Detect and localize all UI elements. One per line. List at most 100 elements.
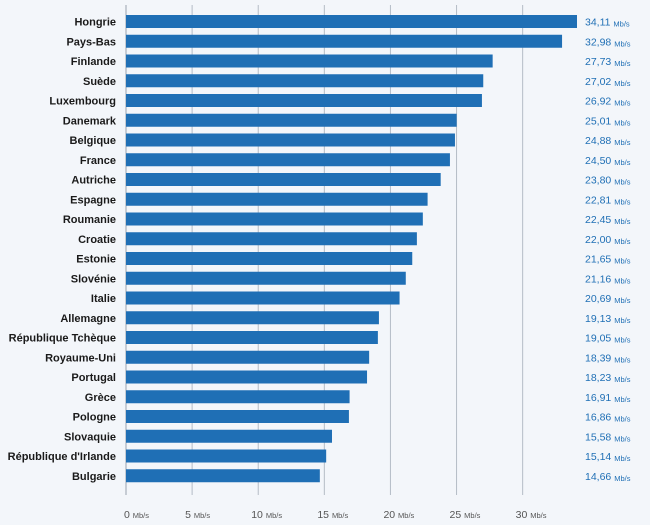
value-label: 15,58 Mb/s <box>585 431 631 443</box>
bar <box>126 390 350 404</box>
value-unit: Mb/s <box>614 395 631 404</box>
bar <box>126 34 563 48</box>
bar <box>126 311 379 325</box>
value-unit: Mb/s <box>614 197 631 206</box>
value-unit: Mb/s <box>614 434 631 443</box>
value-unit: Mb/s <box>614 138 631 147</box>
bar <box>126 449 327 463</box>
value-label: 34,11 Mb/s <box>585 17 630 29</box>
bar <box>126 15 577 28</box>
value-label: 20,69 Mb/s <box>585 293 631 305</box>
value-label: 16,91 Mb/s <box>585 392 631 404</box>
value-label: 25,01 Mb/s <box>585 115 631 127</box>
value-unit: Mb/s <box>614 257 631 266</box>
category-label: Slovénie <box>71 273 116 285</box>
value-unit: Mb/s <box>614 355 631 364</box>
value-unit: Mb/s <box>614 79 631 88</box>
x-tick-unit: Mb/s <box>464 511 481 520</box>
value-label: 18,23 Mb/s <box>585 372 631 384</box>
bar <box>126 370 368 384</box>
category-label: Espagne <box>70 194 116 206</box>
bar <box>126 429 332 443</box>
x-tick-label: 30 Mb/s <box>516 509 547 521</box>
bar <box>126 252 413 265</box>
category-label: Luxembourg <box>49 96 116 108</box>
bar <box>126 232 417 246</box>
x-tick-label: 15 Mb/s <box>317 509 348 521</box>
value-label: 27,02 Mb/s <box>585 76 631 88</box>
category-label: Portugal <box>71 372 116 384</box>
category-label: Hongrie <box>74 17 116 29</box>
value-label: 21,65 Mb/s <box>585 254 631 266</box>
value-label: 23,80 Mb/s <box>585 175 631 187</box>
value-unit: Mb/s <box>614 158 631 167</box>
x-tick-label: 10 Mb/s <box>251 509 282 521</box>
value-unit: Mb/s <box>614 39 631 48</box>
category-label: Croatie <box>78 234 116 246</box>
x-tick-label: 0 Mb/s <box>124 509 149 521</box>
category-label: République Tchèque <box>9 333 116 345</box>
category-label: Pologne <box>73 412 116 424</box>
value-label: 22,45 Mb/s <box>585 214 631 226</box>
x-tick-unit: Mb/s <box>194 511 211 520</box>
value-label: 18,39 Mb/s <box>585 352 631 364</box>
category-label: France <box>80 155 116 167</box>
category-label: Italie <box>91 293 116 305</box>
value-label: 27,73 Mb/s <box>585 56 631 68</box>
bar <box>126 192 428 206</box>
bar <box>126 94 482 107</box>
value-unit: Mb/s <box>614 415 631 424</box>
bar <box>126 74 484 88</box>
x-tick-unit: Mb/s <box>332 511 349 520</box>
bar <box>126 331 378 344</box>
value-label: 24,50 Mb/s <box>585 155 631 167</box>
value-unit: Mb/s <box>614 276 631 285</box>
bar <box>126 410 349 423</box>
category-labels: Hongrie Pays-Bas Finlande Suède Luxembourg Da… <box>8 17 117 483</box>
bar <box>126 291 400 305</box>
category-label: Belgique <box>70 135 116 147</box>
value-unit: Mb/s <box>614 454 631 463</box>
category-label: Roumanie <box>63 214 116 226</box>
x-tick-unit: Mb/s <box>266 511 283 520</box>
x-tick-unit: Mb/s <box>133 511 150 520</box>
value-unit: Mb/s <box>614 178 631 187</box>
value-label: 24,88 Mb/s <box>585 135 631 147</box>
value-label: 32,98 Mb/s <box>585 36 631 48</box>
x-tick-unit: Mb/s <box>398 511 415 520</box>
category-label: République d'Irlande <box>8 451 116 463</box>
value-label: 19,05 Mb/s <box>585 333 631 345</box>
x-tick-label: 25 Mb/s <box>450 509 481 521</box>
value-label: 15,14 Mb/s <box>585 451 631 463</box>
bar <box>126 469 320 483</box>
value-labels: 34,11 Mb/s 32,98 Mb/s 27,73 Mb/s 27,02 Mb/s… <box>585 17 631 483</box>
category-label: Allemagne <box>60 313 116 325</box>
category-label: Slovaquie <box>64 431 116 443</box>
value-label: 22,81 Mb/s <box>585 194 631 206</box>
bar <box>126 173 441 186</box>
value-unit: Mb/s <box>614 474 631 483</box>
value-label: 16,86 Mb/s <box>585 412 631 424</box>
value-unit: Mb/s <box>614 296 631 305</box>
category-label: Autriche <box>71 175 116 187</box>
category-label: Royaume-Uni <box>45 352 116 364</box>
category-label: Finlande <box>71 56 116 68</box>
bar <box>126 271 406 285</box>
bar <box>126 54 493 68</box>
bars <box>126 15 577 483</box>
value-unit: Mb/s <box>614 59 631 68</box>
value-unit: Mb/s <box>613 20 630 29</box>
value-unit: Mb/s <box>614 118 631 127</box>
category-label: Grèce <box>85 392 116 404</box>
value-unit: Mb/s <box>614 375 631 384</box>
x-axis-ticks: 0 Mb/s 5 Mb/s 10 Mb/s 15 Mb/s 20 Mb/s 25 Mb/s… <box>124 509 547 521</box>
value-label: 19,13 Mb/s <box>585 313 631 325</box>
value-unit: Mb/s <box>614 217 631 226</box>
bar <box>126 153 450 167</box>
bar <box>126 212 423 226</box>
category-label: Suède <box>83 76 116 88</box>
value-unit: Mb/s <box>614 316 631 325</box>
category-label: Danemark <box>63 115 117 127</box>
